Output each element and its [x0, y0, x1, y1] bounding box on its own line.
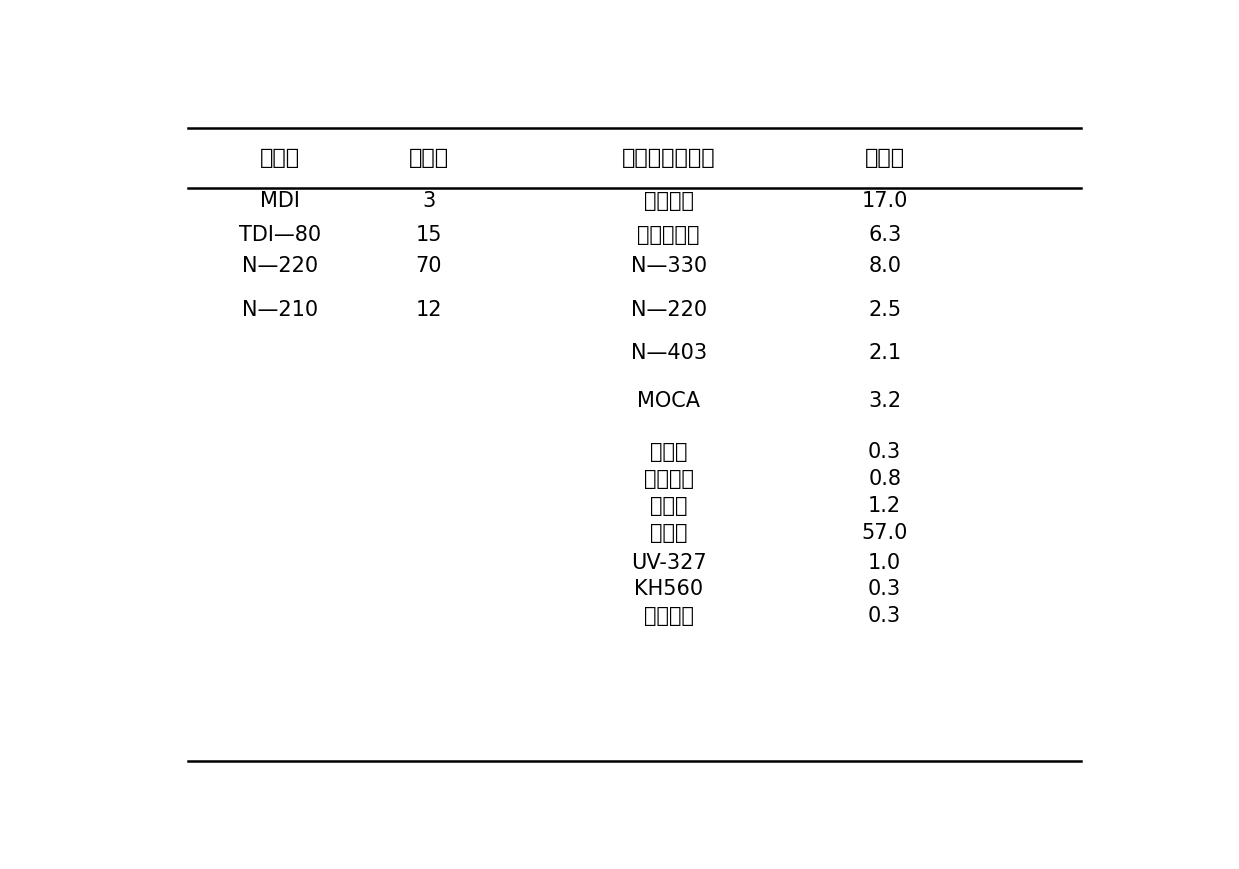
Text: KH560: KH560: [634, 580, 704, 600]
Text: 70: 70: [415, 256, 442, 276]
Text: 1.0: 1.0: [869, 553, 901, 573]
Text: N—220: N—220: [631, 300, 706, 320]
Text: 6.3: 6.3: [869, 225, 901, 245]
Text: 质量份: 质量份: [409, 148, 449, 168]
Text: 0.8: 0.8: [869, 469, 901, 489]
Text: 钛白粉: 钛白粉: [649, 495, 688, 516]
Text: 17.0: 17.0: [861, 191, 908, 211]
Text: N—330: N—330: [631, 256, 706, 276]
Text: UV-327: UV-327: [631, 553, 706, 573]
Text: 3: 3: [422, 191, 435, 211]
Text: 质量份: 质量份: [865, 148, 904, 168]
Text: 2.1: 2.1: [869, 343, 901, 363]
Text: 8.0: 8.0: [869, 256, 901, 276]
Text: 甲组分: 甲组分: [260, 148, 300, 168]
Text: 白炭黑: 白炭黑: [649, 442, 688, 462]
Text: 12: 12: [415, 300, 442, 320]
Text: 氧化铁红: 氧化铁红: [643, 469, 694, 489]
Text: 15: 15: [415, 225, 442, 245]
Text: N—210: N—210: [242, 300, 317, 320]
Text: TDI—80: TDI—80: [239, 225, 321, 245]
Text: MDI: MDI: [260, 191, 300, 211]
Text: 0.3: 0.3: [869, 580, 901, 600]
Text: 0.3: 0.3: [869, 607, 901, 627]
Text: 五氯苯酚: 五氯苯酚: [643, 607, 694, 627]
Text: 3.2: 3.2: [869, 391, 901, 411]
Text: 乙组分（色浆）: 乙组分（色浆）: [622, 148, 715, 168]
Text: 57.0: 57.0: [861, 522, 908, 542]
Text: N—403: N—403: [631, 343, 706, 363]
Text: 环氧大豆油: 环氧大豆油: [637, 225, 700, 245]
Text: 氯化石蜡: 氯化石蜡: [643, 191, 694, 211]
Text: 滑石粉: 滑石粉: [649, 522, 688, 542]
Text: 2.5: 2.5: [869, 300, 901, 320]
Text: 0.3: 0.3: [869, 442, 901, 462]
Text: MOCA: MOCA: [637, 391, 700, 411]
Text: 1.2: 1.2: [869, 495, 901, 516]
Text: N—220: N—220: [242, 256, 317, 276]
